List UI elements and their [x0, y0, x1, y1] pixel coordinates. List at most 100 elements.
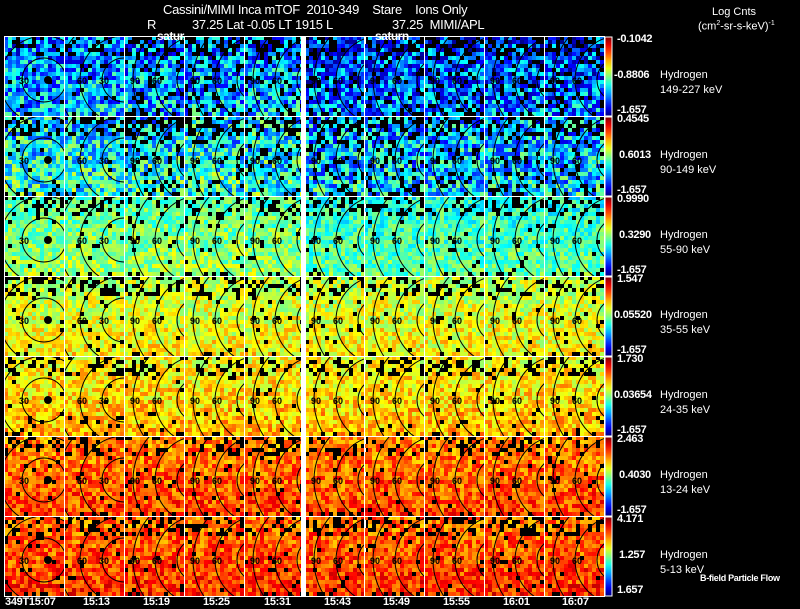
heatmap-cell — [120, 160, 124, 164]
heatmap-cell — [364, 64, 368, 68]
heatmap-cell — [180, 132, 184, 136]
heatmap-cell — [176, 140, 180, 144]
heatmap-cell — [396, 108, 400, 112]
heatmap-cell — [596, 180, 600, 184]
heatmap-cell — [180, 104, 184, 108]
heatmap-cell — [36, 172, 40, 176]
heatmap-cell — [152, 144, 156, 148]
heatmap-cell — [552, 52, 556, 56]
heatmap-cell — [268, 64, 272, 68]
heatmap-cell — [64, 112, 68, 116]
heatmap-cell — [12, 180, 16, 184]
heatmap-cell — [468, 100, 472, 104]
heatmap-cell — [504, 132, 508, 136]
heatmap-cell — [76, 56, 80, 60]
heatmap-cell — [288, 140, 292, 144]
heatmap-cell — [120, 152, 124, 156]
heatmap-cell — [349, 144, 353, 148]
heatmap-cell — [32, 184, 36, 188]
heatmap-cell — [88, 60, 92, 64]
heatmap-cell — [72, 144, 76, 148]
heatmap-cell — [160, 96, 164, 100]
heatmap-cell — [556, 60, 560, 64]
heatmap-cell — [248, 48, 252, 52]
heatmap-cell — [40, 212, 44, 216]
heatmap-cell — [256, 112, 260, 116]
heatmap-cell — [112, 64, 116, 68]
heatmap-cell — [516, 40, 520, 44]
heatmap-cell — [528, 156, 532, 160]
heatmap-cell — [396, 84, 400, 88]
heatmap-cell — [24, 96, 28, 100]
heatmap-cell — [68, 68, 72, 72]
heatmap-cell — [56, 212, 60, 216]
heatmap-cell — [404, 60, 408, 64]
heatmap-cell — [92, 120, 96, 124]
heatmap-cell — [280, 80, 284, 84]
heatmap-cell — [224, 64, 228, 68]
heatmap-cell — [164, 84, 168, 88]
heatmap-cell — [252, 44, 256, 48]
heatmap-cell — [404, 152, 408, 156]
heatmap-cell — [488, 120, 492, 124]
heatmap-cell — [68, 156, 72, 160]
heatmap-cell — [176, 48, 180, 52]
heatmap-cell — [432, 124, 436, 128]
heatmap-cell — [100, 176, 104, 180]
heatmap-cell — [256, 64, 260, 68]
heatmap-cell — [361, 108, 365, 112]
heatmap-cell — [160, 172, 164, 176]
heatmap-cell — [160, 100, 164, 104]
heatmap-cell — [72, 176, 76, 180]
heatmap-cell — [532, 52, 536, 56]
heatmap-cell — [12, 44, 16, 48]
heatmap-cell — [540, 128, 544, 132]
heatmap-cell — [564, 48, 568, 52]
heatmap-cell — [128, 188, 132, 192]
heatmap-cell — [349, 48, 353, 52]
heatmap-cell — [124, 68, 128, 72]
heatmap-cell — [100, 184, 104, 188]
heatmap-cell — [36, 176, 40, 180]
heatmap-cell — [192, 124, 196, 128]
heatmap-cell — [12, 36, 16, 40]
heatmap-cell — [264, 108, 268, 112]
heatmap-cell — [333, 72, 337, 76]
heatmap-cell — [392, 88, 396, 92]
heatmap-cell — [580, 120, 584, 124]
heatmap-cell — [580, 148, 584, 152]
heatmap-cell — [572, 104, 576, 108]
heatmap-cell — [504, 148, 508, 152]
heatmap-cell — [364, 60, 368, 64]
heatmap-cell — [384, 148, 388, 152]
heatmap-cell — [588, 176, 592, 180]
heatmap-cell — [144, 192, 148, 196]
heatmap-cell — [396, 92, 400, 96]
heatmap-cell — [180, 44, 184, 48]
heatmap-cell — [80, 36, 84, 40]
heatmap-cell — [528, 88, 532, 92]
heatmap-cell — [92, 68, 96, 72]
heatmap-cell — [404, 92, 408, 96]
heatmap-cell — [180, 192, 184, 196]
heatmap-cell — [468, 172, 472, 176]
heatmap-cell — [32, 168, 36, 172]
heatmap-cell — [144, 152, 148, 156]
heatmap-cell — [216, 136, 220, 140]
heatmap-cell — [337, 120, 341, 124]
heatmap-cell — [60, 88, 64, 92]
heatmap-cell — [456, 192, 460, 196]
heatmap-cell — [408, 152, 412, 156]
heatmap-cell — [412, 152, 416, 156]
heatmap-cell — [321, 80, 325, 84]
heatmap-cell — [272, 60, 276, 64]
heatmap-cell — [556, 64, 560, 68]
heatmap-cell — [576, 136, 580, 140]
heatmap-cell — [341, 84, 345, 88]
heatmap-cell — [48, 120, 52, 124]
heatmap-cell — [180, 140, 184, 144]
heatmap-cell — [216, 36, 220, 40]
heatmap-cell — [572, 180, 576, 184]
heatmap-cell — [568, 44, 572, 48]
heatmap-cell — [288, 144, 292, 148]
